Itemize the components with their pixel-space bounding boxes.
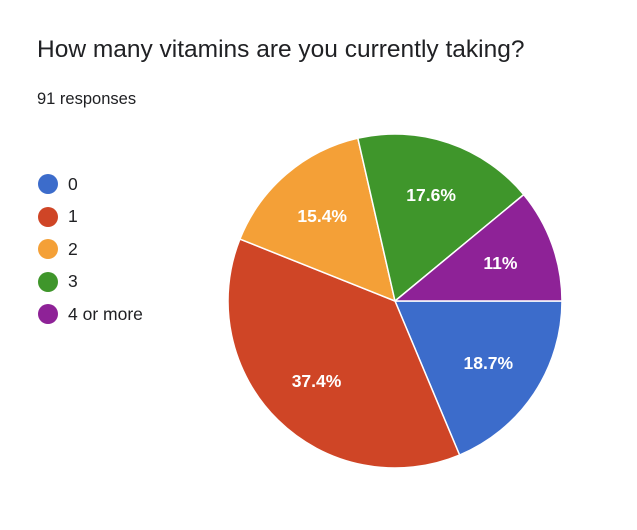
legend-swatch (38, 271, 58, 292)
legend-swatch (38, 304, 58, 325)
legend-swatch (38, 206, 58, 227)
slice-label: 11% (483, 253, 517, 273)
legend-label: 2 (68, 238, 78, 259)
legend-item: 2 (38, 233, 143, 266)
pie-slice (357, 133, 525, 302)
legend-swatch (38, 239, 58, 260)
legend-item: 0 (38, 168, 143, 201)
legend-item: 1 (38, 201, 143, 234)
pie-slice (227, 238, 461, 469)
question-title: How many vitamins are you currently taki… (37, 36, 525, 63)
legend-item: 3 (38, 266, 143, 299)
legend-label: 4 or more (68, 303, 143, 324)
legend-swatch (38, 174, 58, 195)
legend-item: 4 or more (38, 298, 143, 331)
slice-label: 18.7% (463, 353, 513, 373)
pie-slice (239, 137, 396, 302)
pie-slice (394, 193, 563, 302)
slice-label: 15.4% (297, 206, 347, 226)
response-count: 91 responses (37, 90, 137, 108)
chart-legend: 0 1 2 3 4 or more (38, 168, 143, 331)
legend-label: 1 (68, 206, 78, 227)
pie-slice (394, 300, 563, 456)
legend-label: 3 (68, 271, 78, 292)
slice-label: 37.4% (292, 371, 342, 391)
slice-label: 17.6% (406, 185, 456, 205)
legend-label: 0 (68, 173, 78, 194)
